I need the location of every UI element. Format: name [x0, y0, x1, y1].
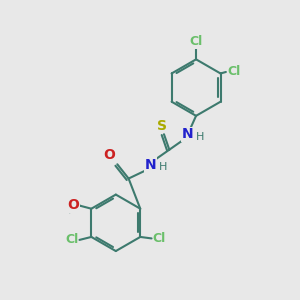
- Text: O: O: [103, 148, 115, 163]
- Text: N: N: [145, 158, 157, 172]
- Text: H: H: [196, 132, 204, 142]
- Text: S: S: [158, 119, 167, 133]
- Text: H: H: [159, 162, 167, 172]
- Text: O: O: [67, 198, 79, 212]
- Text: Cl: Cl: [189, 35, 203, 48]
- Text: Cl: Cl: [65, 233, 78, 246]
- Text: Cl: Cl: [227, 65, 241, 79]
- Text: N: N: [182, 127, 194, 141]
- Text: Cl: Cl: [153, 232, 166, 245]
